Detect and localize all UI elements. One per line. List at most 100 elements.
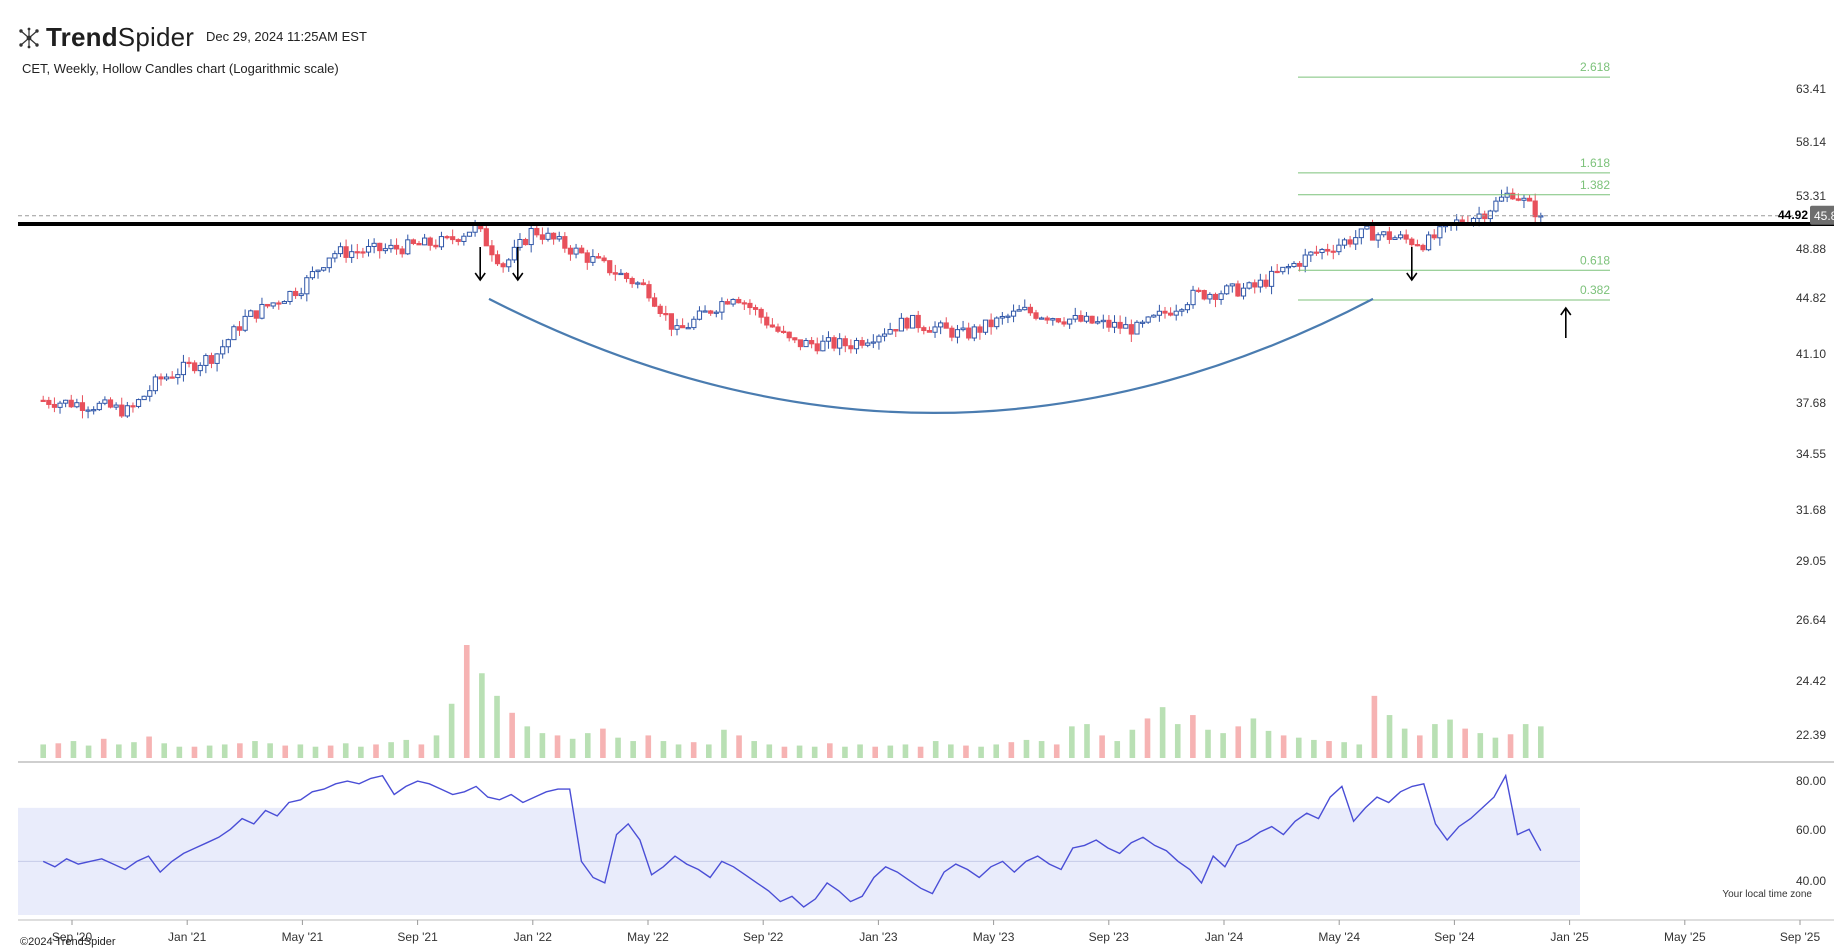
candle-body (500, 263, 506, 268)
candle-body (612, 272, 618, 275)
candle-body (1190, 289, 1196, 306)
candle-body (360, 251, 366, 254)
candle-body (1033, 312, 1039, 319)
cup-arc (488, 297, 1374, 414)
candle-body (326, 257, 332, 269)
volume-bar (1114, 741, 1121, 758)
volume-bar (600, 728, 606, 758)
candle-body (1414, 244, 1421, 247)
candle-body (1268, 270, 1275, 287)
candle-body (405, 239, 411, 255)
candle-body (809, 340, 815, 345)
volume-bar (100, 738, 107, 758)
volume-bar (85, 745, 92, 758)
candle-body (349, 251, 355, 258)
candle-body (186, 361, 192, 365)
candle-body (1061, 321, 1067, 325)
candle-body (1218, 293, 1224, 300)
volume-bar (978, 746, 984, 758)
volume-bar (1432, 724, 1438, 758)
volume-bar (327, 745, 334, 758)
volume-bar (842, 746, 848, 758)
candle-body (853, 340, 860, 350)
candle-body (1336, 244, 1342, 253)
volume-bar (706, 744, 712, 758)
candle-body (438, 236, 445, 248)
trendspider-network-icon (19, 27, 39, 48)
volume-bar (40, 744, 46, 758)
volume-bar (191, 746, 198, 758)
candle-body (1263, 279, 1269, 287)
candle-body (365, 246, 372, 253)
candle-body (522, 238, 529, 246)
arrow-up-icon (1560, 306, 1572, 316)
volume-bar (237, 743, 243, 758)
fib-label: 2.618 (1580, 60, 1610, 74)
candle-body (909, 314, 916, 329)
volume-bar (1235, 726, 1242, 758)
candle-body (220, 346, 226, 355)
volume-bar (342, 743, 349, 758)
candle-body (837, 338, 843, 349)
candle-body (248, 310, 254, 317)
price-tick-label: 53.31 (1796, 189, 1826, 203)
price-tick-label: 26.64 (1796, 613, 1826, 627)
candle-body (281, 301, 287, 304)
candle-body (1437, 226, 1443, 239)
candle-body (1039, 317, 1045, 320)
candle-body (1201, 290, 1207, 300)
candle-body (1224, 285, 1230, 295)
volume-bar (494, 695, 500, 758)
candle-body (904, 317, 910, 329)
copyright: ©2024 TrendSpider (20, 936, 116, 948)
candle-body (764, 316, 770, 326)
candle-body (865, 342, 871, 346)
candle-body (1173, 310, 1179, 316)
candle-body (158, 376, 164, 380)
candle-body (758, 308, 764, 318)
candle-body (1050, 318, 1056, 321)
candle-body (1375, 234, 1381, 241)
candle-body (1134, 321, 1140, 335)
candle-body (1325, 248, 1331, 252)
time-tick-label: May '23 (973, 930, 1015, 944)
candle-body (197, 364, 203, 372)
candle-body (113, 404, 119, 408)
candle-body (1212, 293, 1219, 300)
candle-body (719, 301, 725, 313)
candle-body (371, 242, 377, 248)
arrow-down-icon (512, 272, 524, 282)
candle-body (354, 251, 360, 254)
candle-body (949, 327, 955, 338)
candle-body (264, 303, 271, 307)
volume-bar (948, 744, 954, 758)
candle-body (775, 326, 781, 332)
candle-body (528, 228, 534, 246)
candle-body (741, 302, 747, 305)
candle-body (343, 246, 349, 258)
candle-body (337, 246, 344, 255)
volume-bar (554, 735, 561, 758)
candle-body (163, 376, 170, 380)
candle-body (1184, 304, 1191, 311)
candle-body (1055, 318, 1062, 323)
volume-bar (1220, 733, 1226, 758)
candle-body (1341, 239, 1348, 246)
candle-body (803, 340, 809, 348)
volume-bar (1477, 733, 1484, 758)
candle-body (298, 293, 304, 297)
candle-body (898, 317, 904, 332)
volume-bar (161, 743, 168, 758)
fib-label: 0.382 (1580, 283, 1610, 297)
candle-body (1044, 317, 1050, 321)
candle-body (848, 345, 854, 350)
volume-bar (1371, 695, 1378, 758)
volume-bar (1401, 728, 1408, 758)
timezone-note: Your local time zone (1722, 889, 1812, 900)
candle-body (494, 254, 501, 265)
candle-body (253, 310, 259, 319)
time-tick-label: Sep '24 (1434, 930, 1475, 944)
volume-bar (721, 729, 727, 758)
candle-body (1010, 310, 1017, 317)
